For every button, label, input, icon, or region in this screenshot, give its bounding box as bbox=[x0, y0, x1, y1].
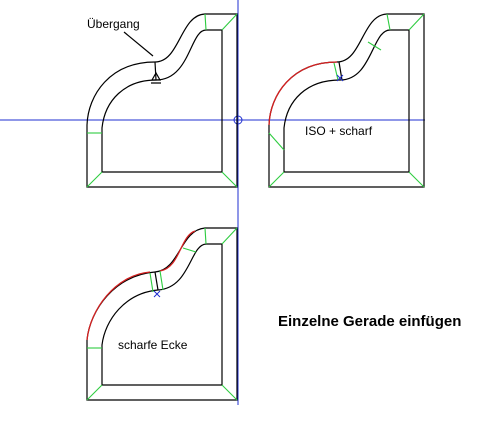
panel-uebergang-leader-line bbox=[123, 31, 154, 57]
panel-iso-scharf-outer-outline bbox=[268, 13, 425, 188]
panel-scharfe-ecke-sharp-edge-left bbox=[86, 271, 151, 341]
panel-scharfe-ecke-miter-mid bbox=[182, 247, 197, 253]
panel-iso-scharf-miter-bl bbox=[268, 171, 285, 188]
panel-scharfe-ecke: scharfe Ecke bbox=[86, 227, 238, 401]
panel-iso-scharf-miter-br bbox=[408, 171, 425, 188]
label-scharfe-ecke: scharfe Ecke bbox=[118, 338, 188, 352]
panel-scharfe-ecke-join-line-c bbox=[159, 270, 164, 291]
panel-uebergang-outer-outline bbox=[86, 13, 238, 188]
panel-iso-scharf: ISO + scharf bbox=[268, 13, 425, 188]
panel-scharfe-ecke-miter-top bbox=[204, 227, 207, 245]
panel-uebergang-miter-bl bbox=[86, 171, 103, 188]
panel-iso-scharf-sharp-edge bbox=[268, 61, 338, 126]
panel-scharfe-ecke-cross-marker bbox=[153, 290, 161, 298]
label-iso-scharf: ISO + scharf bbox=[305, 124, 373, 138]
title-einzelne-gerade: Einzelne Gerade einfügen bbox=[278, 313, 461, 330]
panel-iso-scharf-miter-mid bbox=[367, 41, 382, 51]
panel-scharfe-ecke-outer-outline bbox=[86, 227, 238, 401]
panel-uebergang-miter-tr bbox=[221, 13, 238, 31]
panel-uebergang-miter-br bbox=[221, 171, 238, 188]
panel-uebergang-miter-top bbox=[204, 13, 207, 31]
panel-iso-scharf-cross-marker bbox=[336, 74, 344, 82]
panel-iso-scharf-miter-left bbox=[268, 132, 285, 151]
panel-uebergang-inner-outline bbox=[101, 29, 223, 173]
label-uebergang: Übergang bbox=[87, 17, 140, 31]
panel-scharfe-ecke-miter-bl bbox=[86, 384, 103, 401]
panel-scharfe-ecke-inner-outline bbox=[101, 243, 223, 386]
axis-origin-marker bbox=[233, 115, 243, 125]
panel-uebergang: Übergang bbox=[86, 13, 238, 188]
panel-iso-scharf-miter-top bbox=[386, 13, 391, 31]
panel-scharfe-ecke-miter-tr bbox=[221, 227, 238, 245]
panel-iso-scharf-inner-outline bbox=[283, 29, 410, 173]
panel-scharfe-ecke-join-line-b bbox=[154, 271, 159, 291]
panel-scharfe-ecke-join-line-a bbox=[149, 272, 154, 293]
panel-iso-scharf-miter-tr bbox=[408, 13, 425, 31]
panel-uebergang-transition-line bbox=[154, 61, 157, 81]
panel-scharfe-ecke-miter-br bbox=[221, 384, 238, 401]
panel-scharfe-ecke-sharp-edge-right bbox=[159, 230, 196, 272]
panel-iso-scharf-join-line-a bbox=[333, 62, 339, 81]
panel-uebergang-transition-symbol bbox=[150, 71, 162, 84]
